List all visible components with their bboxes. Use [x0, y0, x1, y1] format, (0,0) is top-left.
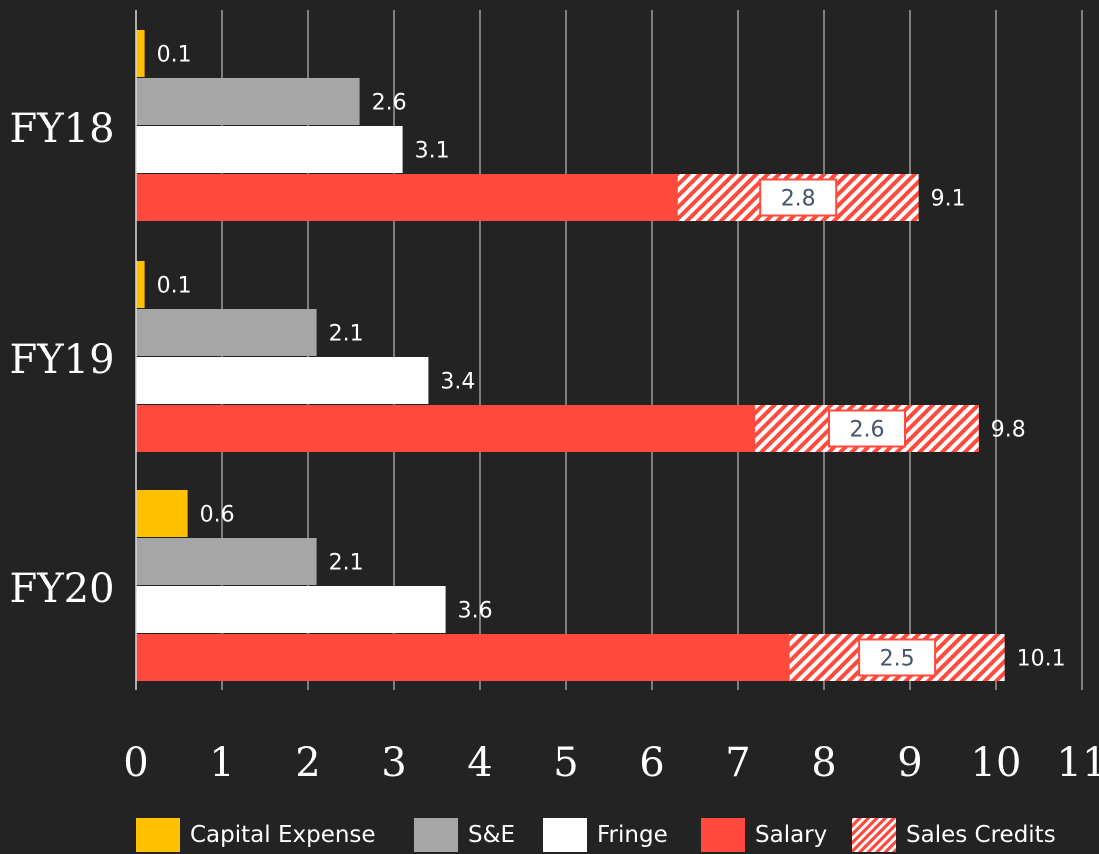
- x-tick-label: 8: [811, 740, 836, 786]
- category-label: FY19: [9, 337, 114, 383]
- sales-credits-label-box: [759, 178, 838, 217]
- data-label: 2.1: [329, 322, 364, 347]
- x-tick-label: 4: [467, 740, 492, 786]
- x-tick-label: 9: [897, 740, 922, 786]
- data-label: 3.1: [415, 139, 450, 164]
- legend-label: Capital Expense: [190, 822, 376, 848]
- x-axis: 0 1 2 3 4 5 6 7 8 9 10 11: [123, 10, 1099, 786]
- sales-credits-label-box: [828, 409, 906, 448]
- bar-capital-expense: [136, 490, 188, 537]
- bar-capital-expense: [136, 30, 145, 77]
- bar-fringe: [136, 126, 403, 173]
- x-tick-label: 6: [639, 740, 664, 786]
- x-tick-label: 0: [123, 740, 148, 786]
- sales-credits-label-box: [858, 638, 937, 677]
- legend-label: Salary: [755, 822, 828, 848]
- legend-item-salary: Salary: [701, 816, 827, 854]
- category-label: FY20: [9, 566, 114, 612]
- bar-s-e: [136, 78, 360, 125]
- data-label: 2.6: [372, 91, 407, 116]
- bar-capital-expense: [136, 261, 145, 308]
- legend-label: S&E: [468, 822, 516, 848]
- data-label: 0.1: [157, 43, 192, 68]
- x-tick-label: 10: [971, 740, 1022, 786]
- legend-label: Fringe: [597, 822, 668, 848]
- bar-s-e: [136, 538, 317, 585]
- legend-swatch-se: [414, 818, 458, 852]
- category-label: FY18: [9, 106, 114, 152]
- legend-swatch-fringe: [543, 818, 587, 852]
- sales-credits-label: 2.5: [880, 647, 915, 672]
- bar-fringe: [136, 586, 446, 633]
- legend-item-capital-expense: Capital Expense: [136, 816, 376, 854]
- legend-label: Sales Credits: [906, 822, 1056, 848]
- bar-fringe: [136, 357, 429, 404]
- data-label: 10.1: [1017, 647, 1066, 672]
- x-tick-label: 1: [209, 740, 234, 786]
- legend: Capital Expense S&E Fringe Salary Sales …: [0, 816, 1099, 854]
- bar-s-e: [136, 309, 317, 356]
- x-tick-label: 7: [725, 740, 750, 786]
- data-label: 3.6: [458, 599, 493, 624]
- x-tick-label: 3: [381, 740, 406, 786]
- data-label: 2.1: [329, 551, 364, 576]
- data-label: 0.6: [200, 503, 235, 528]
- x-tick-label: 11: [1057, 740, 1099, 786]
- legend-item-fringe: Fringe: [543, 816, 668, 854]
- data-label: 9.8: [991, 418, 1026, 443]
- legend-swatch-salary: [701, 818, 745, 852]
- data-label: 3.4: [440, 370, 475, 395]
- bars: 0.1 2.6 3.1 2.8 9.1 0.1 2.1 3.4 2.6 9.8 0.6 2.1 3.6 2…: [136, 30, 1066, 681]
- data-label: 9.1: [931, 187, 966, 212]
- category-labels: FY18 FY19 FY20: [9, 106, 114, 612]
- sales-credits-label: 2.8: [781, 187, 816, 212]
- x-tick-label: 2: [295, 740, 320, 786]
- legend-item-sales-credits: Sales Credits: [852, 816, 1056, 854]
- legend-swatch-capital-expense: [136, 818, 180, 852]
- data-label: 0.1: [157, 274, 192, 299]
- x-tick-label: 5: [553, 740, 578, 786]
- legend-item-se: S&E: [414, 816, 515, 854]
- legend-swatch-sales-credits: [852, 818, 896, 852]
- sales-credits-label: 2.6: [850, 418, 885, 443]
